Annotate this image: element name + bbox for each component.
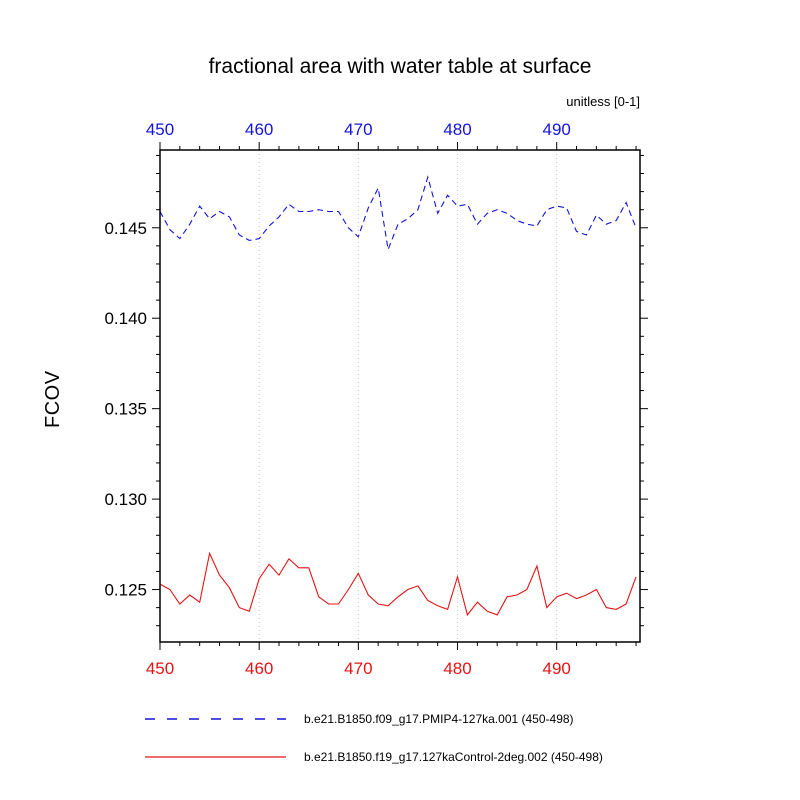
top-axis-units-label: unitless [0-1] [566, 94, 640, 109]
x-tick-label-top: 490 [543, 120, 571, 139]
x-tick-label-top: 470 [344, 120, 372, 139]
y-tick-label: 0.130 [104, 490, 147, 509]
plot-frame [159, 149, 641, 643]
legend-line-sample-solid [145, 756, 286, 758]
x-tick-label-bottom: 450 [146, 659, 174, 678]
x-tick-label-top: 480 [443, 120, 471, 139]
legend-item-series2: b.e21.B1850.f19_g17.127kaControl-2deg.00… [143, 750, 603, 764]
series-line-2 [159, 551, 637, 617]
x-tick-label-bottom: 460 [245, 659, 273, 678]
y-tick-label: 0.140 [104, 309, 147, 328]
x-tick-label-top: 450 [146, 120, 174, 139]
x-tick-label-bottom: 470 [344, 659, 372, 678]
x-tick-label-bottom: 490 [543, 659, 571, 678]
legend-label-series1: b.e21.B1850.f09_g17.PMIP4-127ka.001 (450… [304, 712, 574, 726]
x-tick-label-bottom: 480 [443, 659, 471, 678]
y-tick-label: 0.125 [104, 581, 147, 600]
series-line-1 [159, 175, 637, 252]
y-tick-label: 0.135 [104, 400, 147, 419]
legend-item-series1: b.e21.B1850.f09_g17.PMIP4-127ka.001 (450… [143, 712, 574, 726]
chart-title: fractional area with water table at surf… [208, 55, 592, 78]
legend-line-sample-dashed [145, 718, 286, 720]
y-tick-label: 0.145 [104, 219, 147, 238]
plot-area: 450 450 460 460 470 470 480 480 490 490 0.125 0.130… [104, 120, 648, 678]
legend-label-series2: b.e21.B1850.f19_g17.127kaControl-2deg.00… [304, 750, 603, 764]
x-tick-label-top: 460 [245, 120, 273, 139]
